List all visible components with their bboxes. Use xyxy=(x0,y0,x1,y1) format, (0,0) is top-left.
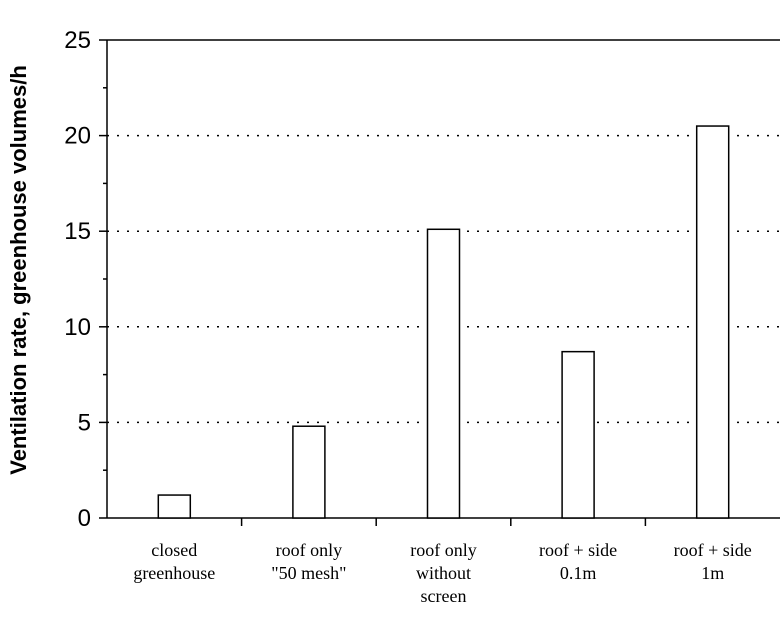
gridlines xyxy=(107,134,780,424)
x-tick-label-line: roof + side xyxy=(674,540,752,560)
x-tick-label-line: roof only xyxy=(276,540,343,560)
x-tick-label: roof + side 1m xyxy=(674,540,752,583)
bar xyxy=(695,125,730,519)
x-tick-label-line: screen xyxy=(421,586,467,606)
y-axis-label: Ventilation rate, greenhouse volumes/h xyxy=(6,65,31,475)
x-tick-label-line: 0.1m xyxy=(560,563,597,583)
bar xyxy=(292,425,326,519)
x-tick-label: roof only "50 mesh" xyxy=(271,540,346,583)
y-tick-label: 25 xyxy=(64,27,91,54)
y-tick-labels: 0 5 10 15 20 25 xyxy=(64,27,91,532)
x-tick-label-line: closed xyxy=(151,540,197,560)
x-tick-label-line: greenhouse xyxy=(133,563,215,583)
y-tick-label: 15 xyxy=(64,218,91,245)
x-tick-label-line: roof + side xyxy=(539,540,617,560)
x-tick-label-line: "50 mesh" xyxy=(271,563,346,583)
y-tick-label: 0 xyxy=(78,505,91,532)
bar xyxy=(426,228,461,519)
x-tick-label-line: without xyxy=(416,563,471,583)
bars xyxy=(157,125,730,519)
x-tick-label: closed greenhouse xyxy=(133,540,215,583)
y-tick-label: 5 xyxy=(78,409,91,436)
bar xyxy=(561,350,595,519)
bar xyxy=(157,494,192,519)
x-tick-label: roof only without screen xyxy=(410,540,477,606)
x-tick-label-line: 1m xyxy=(701,563,724,583)
y-tick-label: 10 xyxy=(64,314,91,341)
x-tick-label-line: roof only xyxy=(410,540,477,560)
y-tick-label: 20 xyxy=(64,123,91,150)
x-tick-label: roof + side 0.1m xyxy=(539,540,617,583)
